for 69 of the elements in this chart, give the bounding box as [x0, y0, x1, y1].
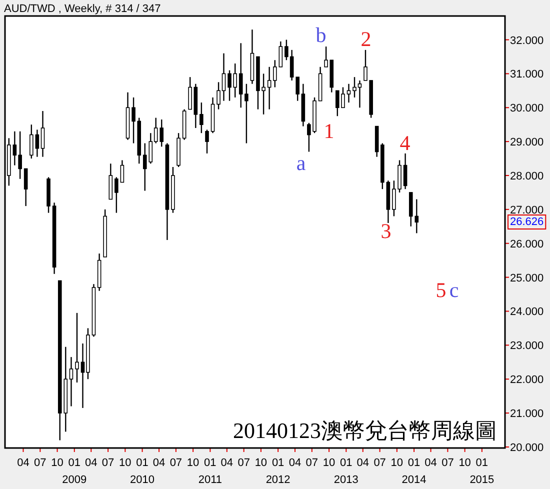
candlestick — [75, 312, 79, 384]
candlestick — [24, 168, 28, 207]
y-tick-label: 21.000 — [510, 408, 544, 420]
candlestick — [205, 129, 209, 154]
candlestick — [120, 160, 124, 183]
candlestick — [69, 356, 74, 407]
candlestick — [40, 110, 45, 158]
candlestick — [30, 124, 34, 160]
annotation: 4 — [400, 131, 411, 155]
y-tick-label: 32.000 — [510, 34, 544, 47]
candlestick — [114, 176, 118, 214]
x-tick-label: 04 — [288, 457, 302, 469]
annotation: a — [296, 151, 306, 175]
annotation: b — [316, 23, 326, 47]
candlestick — [200, 102, 204, 134]
y-tick-label: 30.000 — [510, 102, 544, 115]
candlestick — [273, 60, 277, 88]
x-tick-label: 04 — [85, 457, 98, 469]
y-tick-label: 24.000 — [510, 306, 544, 318]
y-tick-label: 22.000 — [510, 374, 544, 386]
x-tick-label: 10 — [458, 457, 471, 469]
x-tick-label: 10 — [186, 457, 200, 469]
x-tick-label: 10 — [322, 457, 336, 469]
x-tick-label: 07 — [238, 457, 250, 469]
x-tick-label: 01 2012 — [266, 457, 290, 486]
x-tick-label: 01 2009 — [62, 457, 87, 486]
candlestick — [267, 66, 272, 110]
x-tick-label: 04 — [424, 457, 437, 469]
chart-title: AUD/TWD , Weekly, # 314 / 347 — [4, 3, 161, 15]
annotation: 3 — [380, 219, 392, 243]
y-tick-label: 28.000 — [510, 170, 544, 182]
x-tick-label: 10 — [119, 457, 132, 469]
x-tick-label: 04 — [356, 457, 370, 469]
annotation: 1 — [324, 119, 334, 143]
x-tick-label: 07 — [170, 457, 182, 469]
y-tick-label: 29.000 — [510, 136, 544, 149]
y-tick-label: 31.000 — [510, 68, 544, 81]
y-tick-label: 25.000 — [510, 272, 544, 284]
candlestick — [403, 152, 408, 190]
y-tick-label: 20.000 — [510, 442, 544, 454]
candlestick — [278, 40, 283, 68]
x-tick-label: 07 — [34, 457, 46, 469]
x-tick-label: 10 — [390, 457, 404, 469]
x-tick-label: 01 2015 — [470, 457, 494, 486]
annotation: c — [449, 278, 459, 302]
x-tick-label: 10 — [254, 457, 268, 469]
annotation: 5 — [436, 278, 446, 302]
y-tick-label: 27.000 — [510, 204, 544, 216]
candlestick — [35, 129, 40, 158]
x-tick-label: 10 — [51, 457, 64, 469]
x-tick-label: 01 2011 — [198, 457, 222, 486]
x-tick-label: 07 — [374, 457, 386, 469]
x-tick-label: 01 2014 — [402, 457, 426, 486]
annotation: 2 — [360, 27, 372, 51]
candlestick — [346, 83, 351, 104]
x-tick-label: 04 — [152, 457, 166, 469]
candlestick — [188, 76, 192, 110]
x-tick-label: 07 — [306, 457, 318, 469]
x-tick-label: 07 — [442, 457, 454, 469]
text: 20140123澳幣兌台幣周線圖 — [233, 418, 497, 443]
text: 26.626 — [510, 216, 544, 228]
y-tick-label: 26.000 — [510, 238, 544, 250]
candlestick — [296, 76, 300, 102]
candlestick — [108, 163, 113, 200]
x-tick-label: 01 2013 — [334, 457, 358, 486]
x-tick-label: 04 — [17, 457, 30, 469]
x-tick-label: 07 — [102, 457, 114, 469]
x-tick-label: 04 — [220, 457, 234, 469]
y-tick-label: 23.000 — [510, 340, 544, 352]
